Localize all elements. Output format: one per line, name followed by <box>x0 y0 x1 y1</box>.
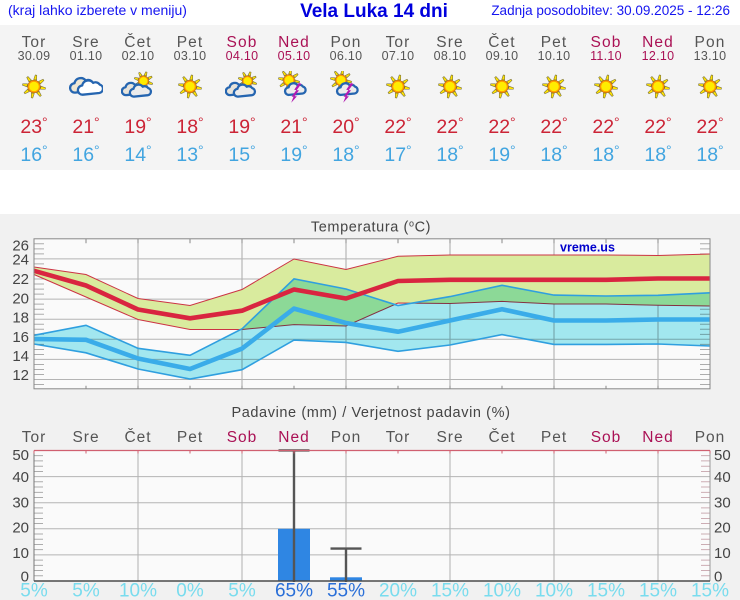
svg-text:20%: 20% <box>379 581 417 600</box>
svg-text:15%: 15% <box>639 581 677 600</box>
svg-text:Temperatura (oC): Temperatura (oC) <box>311 219 431 236</box>
svg-text:14: 14 <box>12 348 29 365</box>
svg-text:50: 50 <box>714 447 731 464</box>
svg-text:Ned: Ned <box>278 429 309 446</box>
svg-text:Pet: Pet <box>177 429 203 446</box>
svg-text:Sob: Sob <box>227 429 258 446</box>
svg-text:Pon: Pon <box>331 429 362 446</box>
svg-text:20: 20 <box>12 291 29 308</box>
svg-text:0: 0 <box>21 568 29 585</box>
svg-text:15%: 15% <box>587 581 625 600</box>
svg-text:0: 0 <box>714 568 722 585</box>
svg-text:30: 30 <box>12 495 29 512</box>
svg-text:40: 40 <box>714 469 731 486</box>
svg-text:10: 10 <box>714 545 731 562</box>
svg-text:40: 40 <box>12 469 29 486</box>
svg-text:Čet: Čet <box>488 429 515 446</box>
svg-text:12: 12 <box>12 367 29 384</box>
svg-text:Čet: Čet <box>124 429 151 446</box>
svg-text:5%: 5% <box>20 581 48 600</box>
svg-text:5%: 5% <box>72 581 100 600</box>
svg-text:22: 22 <box>12 271 29 288</box>
svg-text:10%: 10% <box>483 581 521 600</box>
svg-text:10%: 10% <box>119 581 157 600</box>
svg-text:10%: 10% <box>535 581 573 600</box>
svg-text:15%: 15% <box>431 581 469 600</box>
svg-text:55%: 55% <box>327 581 365 600</box>
svg-text:vreme.us: vreme.us <box>560 241 615 255</box>
svg-text:Sre: Sre <box>436 429 463 446</box>
svg-text:20: 20 <box>714 520 731 537</box>
svg-text:Padavine (mm) / Verjetnost pad: Padavine (mm) / Verjetnost padavin (%) <box>231 405 510 421</box>
svg-text:26: 26 <box>12 237 29 254</box>
svg-text:15%: 15% <box>691 581 729 600</box>
svg-text:30: 30 <box>714 495 731 512</box>
svg-text:Tor: Tor <box>386 429 411 446</box>
svg-text:Tor: Tor <box>22 429 47 446</box>
svg-text:16: 16 <box>12 329 29 346</box>
svg-text:0%: 0% <box>176 581 204 600</box>
svg-text:18: 18 <box>12 310 29 327</box>
svg-text:24: 24 <box>12 252 29 269</box>
svg-text:65%: 65% <box>275 581 313 600</box>
svg-text:Ned: Ned <box>642 429 673 446</box>
svg-text:5%: 5% <box>228 581 256 600</box>
svg-text:50: 50 <box>12 447 29 464</box>
svg-text:Pon: Pon <box>695 429 726 446</box>
svg-text:Pet: Pet <box>541 429 567 446</box>
svg-text:20: 20 <box>12 520 29 537</box>
svg-text:Sre: Sre <box>72 429 99 446</box>
svg-text:Sob: Sob <box>591 429 622 446</box>
svg-text:10: 10 <box>12 545 29 562</box>
